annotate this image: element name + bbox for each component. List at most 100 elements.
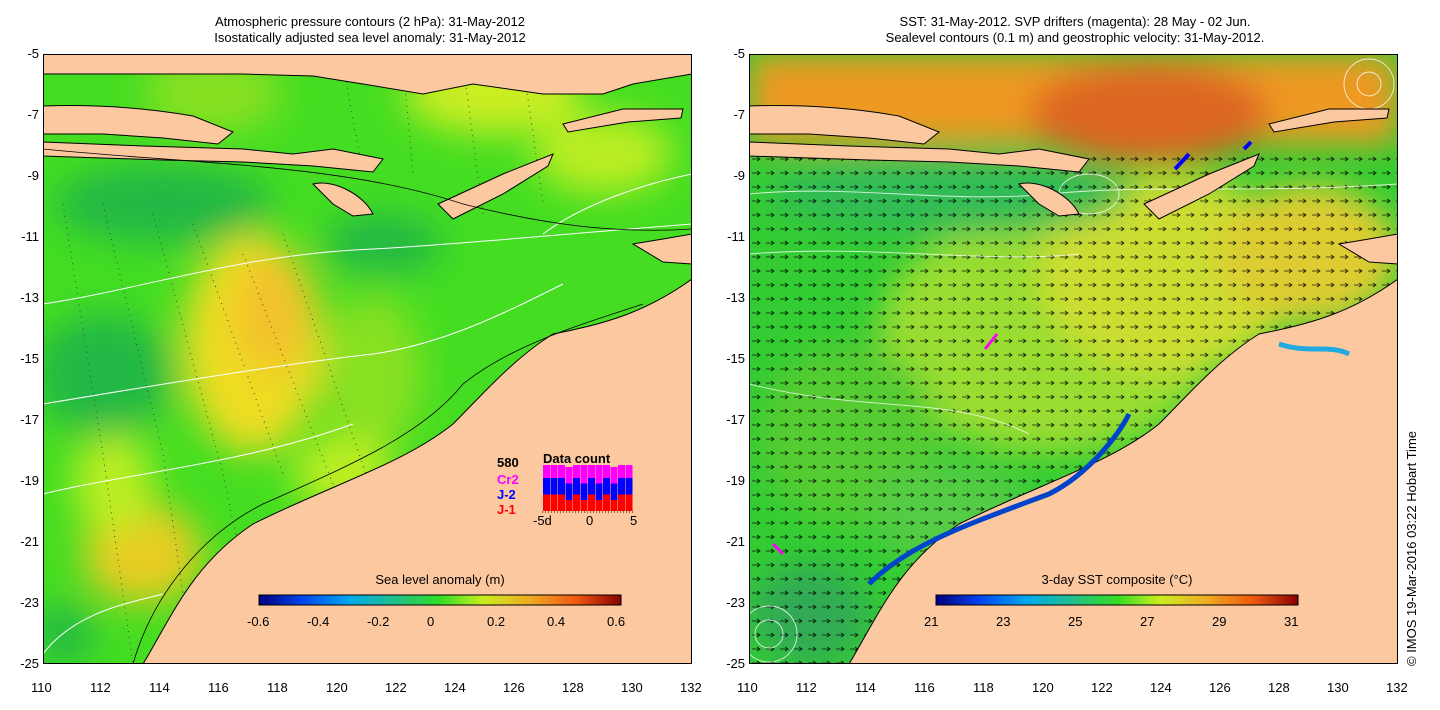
left-x-tick: 130 xyxy=(621,680,643,695)
right-y-tick: -15 xyxy=(726,351,745,366)
left-colorbar-tick: -0.6 xyxy=(247,614,270,629)
right-x-tick: 110 xyxy=(737,680,758,695)
left-x-tick: 112 xyxy=(90,680,111,695)
right-colorbar-tick: 31 xyxy=(1284,614,1299,629)
left-y-tick: -23 xyxy=(20,595,39,610)
right-y-tick: -5 xyxy=(733,46,745,61)
left-y-tick: -25 xyxy=(20,656,39,671)
legend-bar-cr2 xyxy=(618,465,625,478)
legend-bar-cr2 xyxy=(625,465,633,478)
legend-bar-cr2 xyxy=(565,467,573,484)
left-x-tick: 118 xyxy=(267,680,288,695)
legend-series-j1: J-1 xyxy=(497,502,516,517)
legend-bar-j2 xyxy=(558,478,565,495)
right-x-tick: 118 xyxy=(973,680,994,695)
left-y-tick: -13 xyxy=(20,290,39,305)
left-colorbar-tick: 0 xyxy=(427,614,435,629)
sea-level-contours xyxy=(43,173,692,655)
legend-bar-cr2 xyxy=(588,465,595,478)
legend-bar-j1 xyxy=(550,494,558,511)
right-y-tick: -7 xyxy=(733,107,745,122)
drifter-track xyxy=(771,542,785,556)
left-colorbar-tick: -0.4 xyxy=(307,614,330,629)
left-title-line2: Isostatically adjusted sea level anomaly… xyxy=(214,30,526,45)
legend-bar-cr2 xyxy=(550,465,558,478)
left-map xyxy=(43,54,692,664)
legend-axis-tick-right: 5 xyxy=(630,513,638,528)
right-colorbar-tick: 23 xyxy=(996,614,1011,629)
right-y-tick: -11 xyxy=(727,229,745,244)
credit-text: © IMOS 19-Mar-2016 03:22 Hobart Time xyxy=(1404,430,1419,666)
right-x-tick: 120 xyxy=(1032,680,1054,695)
legend-bar-j1 xyxy=(618,494,625,511)
left-x-tick: 128 xyxy=(562,680,584,695)
left-colorbar-title: Sea level anomaly (m) xyxy=(375,572,505,587)
right-x-tick: 122 xyxy=(1091,680,1113,695)
legend-bar-j1 xyxy=(558,494,565,511)
right-colorbar-tick: 29 xyxy=(1212,614,1227,629)
right-x-tick: 132 xyxy=(1386,680,1408,695)
right-colorbar-tick: 25 xyxy=(1068,614,1083,629)
left-x-tick: 126 xyxy=(503,680,525,695)
left-colorbar-tick: 0.4 xyxy=(547,614,566,629)
legend-bar-j1 xyxy=(595,500,603,511)
land xyxy=(43,54,692,664)
left-x-tick: 116 xyxy=(208,680,229,695)
left-y-tick: -7 xyxy=(27,107,39,122)
legend-bar-j2 xyxy=(543,478,550,495)
left-colorbar xyxy=(258,594,622,606)
right-title-line2: Sealevel contours (0.1 m) and geostrophi… xyxy=(885,30,1265,45)
right-x-tick: 126 xyxy=(1209,680,1231,695)
left-colorbar-tick: -0.2 xyxy=(367,614,390,629)
legend-bar-cr2 xyxy=(603,465,610,478)
right-x-tick: 124 xyxy=(1150,680,1172,695)
legend-bar-j2 xyxy=(580,483,588,500)
right-y-tick: -21 xyxy=(726,534,745,549)
drifter-track xyxy=(983,333,999,350)
right-x-tick: 114 xyxy=(855,680,876,695)
right-land xyxy=(749,105,1398,664)
left-x-tick: 114 xyxy=(149,680,170,695)
legend-bar-j1 xyxy=(565,500,573,511)
right-title-line1: SST: 31-May-2012. SVP drifters (magenta)… xyxy=(899,14,1251,29)
legend-bar-cr2 xyxy=(595,465,603,484)
left-y-tick: -15 xyxy=(20,351,39,366)
legend-count: 580 xyxy=(497,455,519,470)
cold-coastal-band xyxy=(867,412,1132,586)
legend-bar-j2 xyxy=(565,483,573,500)
left-x-tick: 122 xyxy=(385,680,407,695)
right-y-tick: -13 xyxy=(726,290,745,305)
left-x-tick: 124 xyxy=(444,680,466,695)
right-y-tick: -19 xyxy=(726,473,745,488)
left-x-tick: 110 xyxy=(31,680,52,695)
legend-bar-j1 xyxy=(610,500,618,511)
left-colorbar-tick: 0.6 xyxy=(607,614,626,629)
right-x-tick: 130 xyxy=(1327,680,1349,695)
right-x-tick: 128 xyxy=(1268,680,1290,695)
legend-bar-cr2 xyxy=(580,465,588,484)
left-x-tick: 132 xyxy=(680,680,702,695)
legend-title: Data count xyxy=(543,451,611,466)
right-colorbar-tick: 27 xyxy=(1140,614,1155,629)
right-x-tick: 116 xyxy=(914,680,935,695)
legend-bar-j1 xyxy=(603,494,610,511)
right-y-tick: -23 xyxy=(726,595,745,610)
right-map xyxy=(749,54,1398,664)
legend-bar-j2 xyxy=(550,478,558,495)
legend-bar-j1 xyxy=(588,494,595,511)
left-y-tick: -11 xyxy=(21,229,39,244)
right-y-tick: -25 xyxy=(726,656,745,671)
right-colorbar-title: 3-day SST composite (°C) xyxy=(1041,572,1193,587)
legend-axis-tick-left: -5d xyxy=(533,513,552,528)
legend-bar-j1 xyxy=(543,494,550,511)
left-title-line1: Atmospheric pressure contours (2 hPa): 3… xyxy=(215,14,525,29)
legend-bar-j2 xyxy=(603,478,610,495)
left-y-tick: -17 xyxy=(20,412,39,427)
right-y-tick: -9 xyxy=(733,168,745,183)
left-y-tick: -19 xyxy=(20,473,39,488)
legend-bar-j1 xyxy=(580,500,588,511)
legend-series-cr2: Cr2 xyxy=(497,472,519,487)
legend-bar-j2 xyxy=(588,478,595,495)
legend-bar-j2 xyxy=(573,478,580,495)
legend-bar-j2 xyxy=(610,483,618,500)
